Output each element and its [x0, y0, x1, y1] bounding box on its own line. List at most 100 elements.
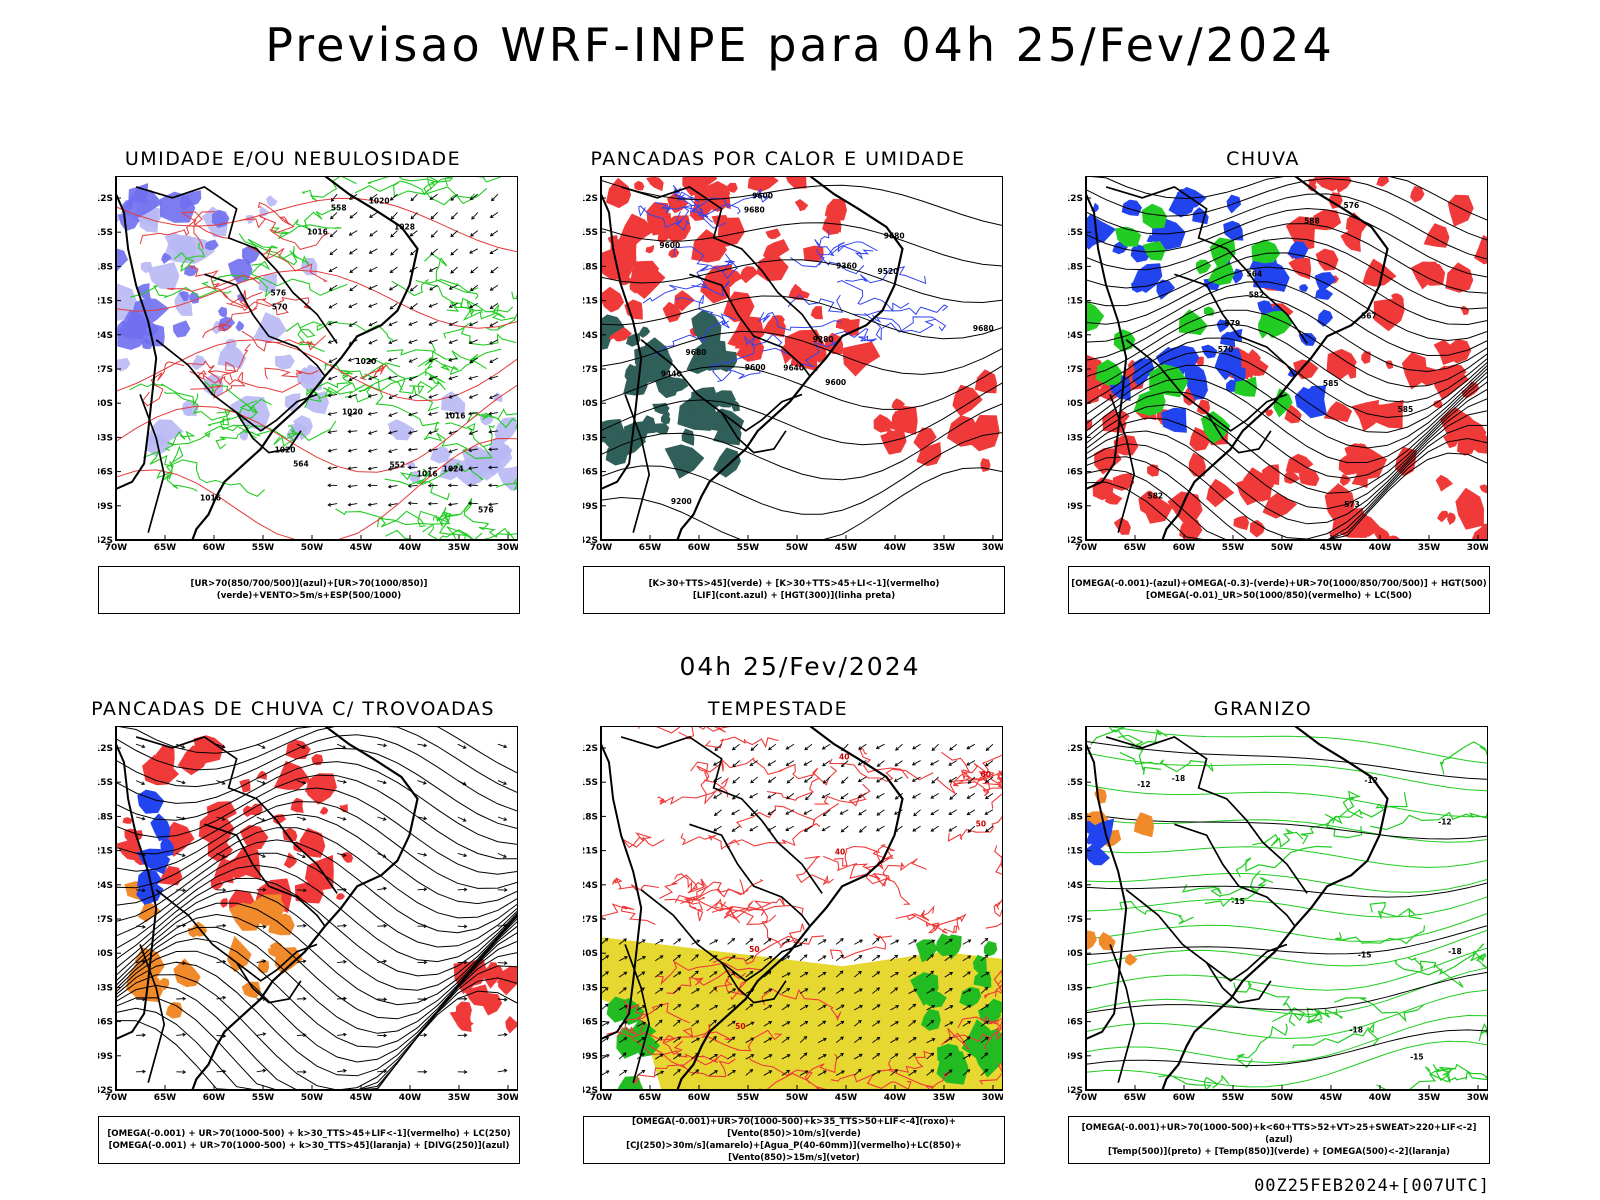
wind-arrow-head — [368, 322, 373, 327]
fill-region — [1133, 390, 1166, 416]
wind-arrow-head — [428, 304, 433, 308]
wind-arrow-head — [821, 746, 826, 750]
wind-arrow-head — [429, 196, 434, 200]
wind-arrow-head — [641, 1052, 645, 1057]
panel-title: GRANIZO — [1213, 698, 1313, 720]
wind-arrow-head — [984, 986, 989, 991]
wind-arrow — [980, 1069, 988, 1076]
contour-line — [1086, 410, 1488, 540]
wind-arrow — [409, 357, 418, 363]
wind-arrow-head — [428, 268, 433, 272]
wind-arrow-head — [504, 961, 508, 965]
wind-arrow-head — [407, 465, 412, 470]
wind-arrow — [618, 1005, 628, 1011]
contour-line — [304, 382, 364, 409]
wind-arrow — [136, 960, 146, 964]
wind-arrow — [948, 825, 958, 832]
contour-label: 9640 — [783, 363, 804, 372]
wind-arrow — [388, 503, 398, 506]
wind-arrow — [823, 809, 831, 817]
contour-line — [1086, 371, 1488, 464]
contour-line — [1086, 381, 1488, 494]
contour-line — [116, 726, 518, 774]
wind-arrow — [655, 939, 664, 945]
wind-arrow-head — [303, 1033, 307, 1038]
fill-region — [147, 262, 180, 290]
wind-arrow-head — [181, 853, 186, 858]
wind-arrow — [785, 825, 795, 831]
wind-arrow-head — [822, 939, 827, 943]
wind-arrow-head — [750, 1037, 755, 1042]
fill-region — [712, 447, 741, 478]
wind-arrow — [713, 792, 722, 799]
contour-line — [836, 280, 910, 313]
fill-region — [155, 745, 175, 774]
wind-arrow-head — [895, 972, 899, 976]
wind-arrow-head — [302, 745, 306, 749]
contour-line — [601, 330, 1003, 375]
lat-tick-label: 42S — [98, 536, 113, 546]
panel-pancadas-calor: PANCADAS POR CALOR E UMIDADE 9600 9680 968… — [563, 148, 1005, 618]
contour-line — [707, 363, 761, 383]
wind-arrow — [417, 888, 427, 891]
wind-arrow-head — [383, 886, 388, 891]
wind-arrow-head — [767, 794, 772, 799]
legend-line: [LIF](cont.azul) + [HGT(300)](linha pret… — [692, 591, 896, 601]
contour-line — [240, 214, 330, 250]
wind-arrow — [388, 466, 398, 470]
wind-arrow-head — [448, 340, 453, 344]
wind-arrow-head — [840, 1036, 844, 1041]
panel-umidade: UMIDADE E/OU NEBULOSIDADE 1016 1016 1020 10… — [78, 148, 520, 618]
wind-arrow — [654, 1003, 663, 1011]
fill-region — [915, 939, 938, 963]
wind-arrow-head — [894, 795, 899, 800]
legend-chuva: [OMEGA(-0.001)-(azul)+OMEGA(-0.3)-(verde… — [1068, 566, 1490, 614]
wind-arrow-head — [840, 1004, 845, 1009]
fill-region — [165, 1002, 183, 1019]
wind-arrow-head — [468, 395, 473, 399]
contour-line — [1086, 223, 1488, 294]
wind-arrow-head — [768, 1070, 773, 1074]
lat-tick-label: 15S — [583, 228, 598, 238]
wind-arrow — [745, 1054, 754, 1060]
wind-arrow-head — [142, 1069, 146, 1074]
panel-title: PANCADAS DE CHUVA C/ TROVOADAS — [91, 698, 495, 720]
wind-arrow — [822, 743, 831, 750]
lon-tick-label: 40W — [1369, 1093, 1392, 1102]
fill-region — [810, 306, 823, 320]
wind-arrow — [944, 1037, 953, 1044]
wind-arrow-head — [949, 1005, 954, 1009]
wind-arrow-head — [488, 483, 492, 488]
wind-arrow-head — [367, 412, 372, 416]
wind-arrow — [673, 1036, 681, 1044]
contour-line — [864, 312, 936, 341]
wind-arrow-head — [488, 502, 492, 507]
wind-arrow — [390, 230, 398, 238]
wind-arrow-head — [839, 970, 844, 975]
contour-line — [116, 734, 518, 812]
contour-label: 564 — [293, 459, 309, 468]
lat-tick-label: 24S — [98, 881, 113, 891]
map-frame — [115, 176, 518, 541]
fill-region — [1086, 820, 1099, 834]
fill-region — [1374, 527, 1391, 540]
contour-line — [1335, 925, 1426, 945]
contour-label: 1020 — [342, 408, 363, 417]
country-border — [689, 823, 811, 927]
lon-tick-label: 65W — [154, 543, 177, 552]
legend-umidade: [UR>70(850/700/500)](azul)+[UR>70(1000/8… — [98, 566, 520, 614]
wind-arrow-head — [369, 196, 374, 201]
contour-label: 9520 — [878, 267, 899, 276]
wind-arrow-head — [641, 987, 645, 991]
contour-line — [1086, 252, 1488, 326]
wind-arrow — [329, 303, 338, 309]
wind-arrow-head — [605, 1070, 610, 1074]
wind-arrow — [980, 954, 989, 962]
wind-arrow — [967, 809, 976, 815]
lat-tick-label: 12S — [583, 194, 598, 204]
wind-arrow — [890, 954, 898, 962]
wind-arrow-head — [303, 923, 307, 928]
fill-region — [1255, 480, 1272, 502]
fill-region — [284, 393, 301, 412]
wind-arrow-head — [967, 971, 971, 975]
